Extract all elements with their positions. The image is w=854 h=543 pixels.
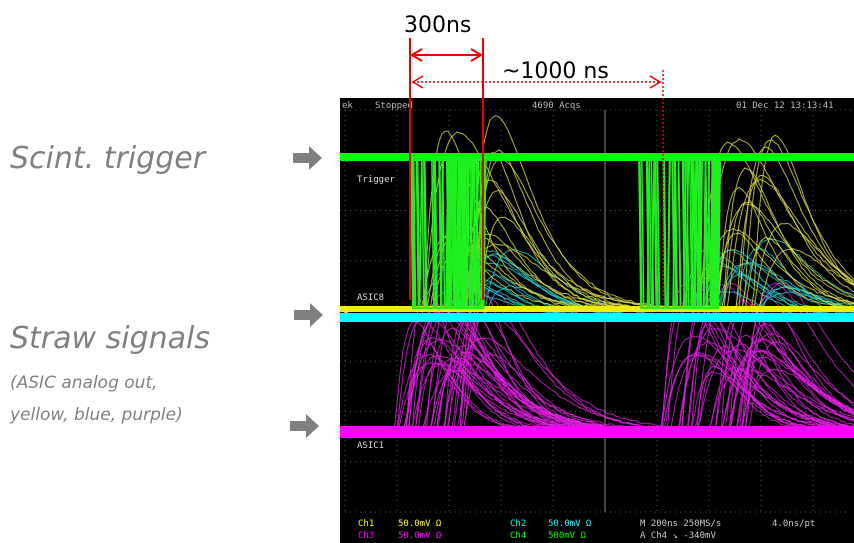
pointer-arrow <box>293 146 322 170</box>
scope-acqs: 4690 Acqs <box>532 101 581 111</box>
annotation: 300ns <box>404 13 471 38</box>
footer-text: 4.0ns/pt <box>772 519 815 529</box>
channel-marker: 3 <box>343 428 348 438</box>
footer-text: M 200ns 250MS/s <box>640 519 721 529</box>
footer-text: Ch2 <box>510 519 526 529</box>
channel-label: ASIC1 <box>357 441 384 451</box>
channel-marker: 2 <box>343 314 348 324</box>
annotation: ~1000 ns <box>502 59 609 84</box>
annotation: Scint. trigger <box>10 141 207 176</box>
footer-text: 50.0mV Ω <box>398 519 442 529</box>
footer-text: A Ch4 ↘ -340mV <box>640 531 716 541</box>
channel-marker: 4 <box>343 155 348 165</box>
scope-timestamp: 01 Dec 12 13:13:41 <box>736 101 834 111</box>
annotation: Straw signals <box>10 321 210 356</box>
baseline <box>340 306 854 312</box>
footer-text: 50.0mV Ω <box>398 531 442 541</box>
baseline <box>340 313 854 322</box>
annotation: (ASIC analog out, <box>10 373 158 393</box>
footer-text: Ch4 <box>510 531 526 541</box>
pointer-arrow <box>294 303 323 327</box>
channel-label: ASIC8 <box>357 293 384 303</box>
scope-status: Stopped <box>375 101 413 111</box>
channel-label: Trigger <box>357 175 396 185</box>
slide: ek Stopped 4690 Acqs 01 Dec 12 13:13:41 … <box>0 0 854 543</box>
footer-text: 50.0mV Ω <box>548 519 592 529</box>
baseline <box>340 426 854 438</box>
annotation: yellow, blue, purple) <box>9 405 183 425</box>
pointer-arrow <box>290 414 319 438</box>
footer-text: Ch1 <box>358 519 374 529</box>
scope-brand: ek <box>342 101 353 111</box>
footer-text: 500mV Ω <box>548 531 587 541</box>
footer-text: Ch3 <box>358 531 374 541</box>
